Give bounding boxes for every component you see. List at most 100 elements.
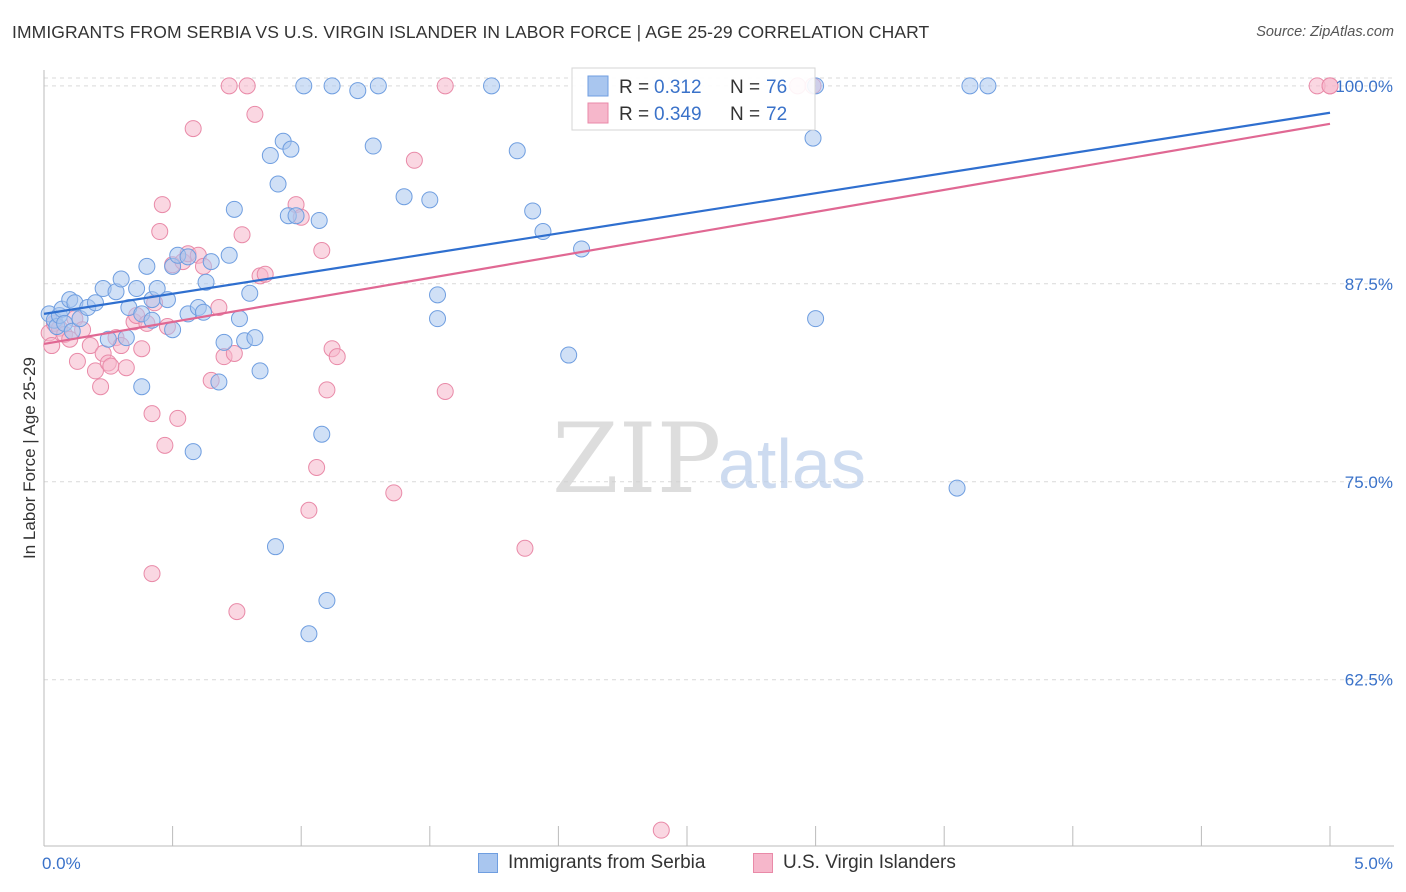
data-point [318,381,336,399]
data-point [300,625,318,643]
data-point [395,188,413,206]
data-point [143,405,161,423]
legend-swatch [587,102,609,124]
data-point [483,77,501,95]
data-point [436,77,454,95]
data-point [524,202,542,220]
data-point [184,120,202,138]
data-point [230,310,248,328]
watermark: ZIP atlas [552,403,866,515]
data-point [220,246,238,264]
data-point [323,77,341,95]
legend-item-virgin-islanders: U.S. Virgin Islanders [753,852,956,874]
data-point [251,362,269,380]
x-tick-label: 5.0% [1354,854,1393,873]
data-point [86,294,104,312]
legend-swatch [587,75,609,97]
grid-lines [44,77,1394,681]
data-point [652,821,670,839]
data-point [202,253,220,271]
data-point [117,329,135,347]
tick-labels: 62.5% 75.0% 87.5% 100.0% 0.0% 5.0% [42,77,1393,873]
legend-r-value: 0.312 [654,77,702,98]
data-point [364,137,382,155]
data-point [138,257,156,275]
data-point [516,539,534,557]
data-point [153,196,171,214]
data-point [1321,77,1339,95]
data-point [43,337,61,355]
data-point [948,479,966,497]
data-point [143,565,161,583]
data-point [92,378,110,396]
data-point [156,436,174,454]
data-point [246,329,264,347]
trend-line-blue [43,111,1331,315]
data-point [349,82,367,100]
data-point [215,333,233,351]
data-point [117,359,135,377]
data-point [282,140,300,158]
y-tick-label: 62.5% [1345,671,1393,690]
data-point [102,357,120,375]
data-point [81,337,99,355]
x-tick-label: 0.0% [42,854,81,873]
data-point [295,77,313,95]
watermark-zip: ZIP [552,403,721,515]
data-point [220,77,238,95]
data-point [300,501,318,519]
data-point [112,270,130,288]
data-point [179,248,197,266]
correlation-legend: R = 0.312 N = 76 R = 0.349 N = 72 [571,67,816,131]
y-tick-label: 87.5% [1345,275,1393,294]
y-axis-label: In Labor Force | Age 25-29 [20,357,39,559]
trend-line-pink [43,122,1331,346]
legend-item-serbia: Immigrants from Serbia [478,852,705,874]
data-point [961,77,979,95]
axes [43,70,1394,847]
data-point [313,425,331,443]
legend-label-virgin-islanders: U.S. Virgin Islanders [783,852,956,873]
data-point [313,242,331,260]
legend-swatch-blue [478,853,498,873]
data-point [560,346,578,364]
legend-n-value: 72 [766,104,787,125]
data-point [128,280,146,298]
data-point [385,484,403,502]
data-point [328,348,346,366]
data-point [405,151,423,169]
y-tick-label: 75.0% [1345,473,1393,492]
data-point [369,77,387,95]
data-point [241,284,259,302]
chart-title: IMMIGRANTS FROM SERBIA VS U.S. VIRGIN IS… [12,22,930,42]
data-point [238,77,256,95]
y-tick-label: 100.0% [1335,77,1393,96]
data-point [261,147,279,165]
data-point [99,330,117,348]
data-point [133,340,151,358]
data-point [210,299,228,317]
data-point [164,321,182,339]
source-label: Source: ZipAtlas.com [1256,24,1394,40]
data-point [573,240,591,258]
legend-r-label: R = [619,77,649,98]
data-point [246,105,264,123]
data-point [429,310,447,328]
legend-frame [571,67,816,131]
data-point [807,310,825,328]
data-point [269,175,287,193]
legend-r-label: R = [619,104,649,125]
data-point [197,273,215,291]
data-point [421,191,439,209]
data-point [169,409,187,427]
bottom-legend: Immigrants from Serbia U.S. Virgin Islan… [0,852,1406,878]
series-immigrants-from-serbia [40,77,997,643]
trend-lines [43,111,1331,346]
legend-n-label: N = [730,77,760,98]
data-point [429,286,447,304]
legend-r-value: 0.349 [654,104,702,125]
data-point [225,344,243,362]
data-point [233,226,251,244]
data-point [184,443,202,461]
